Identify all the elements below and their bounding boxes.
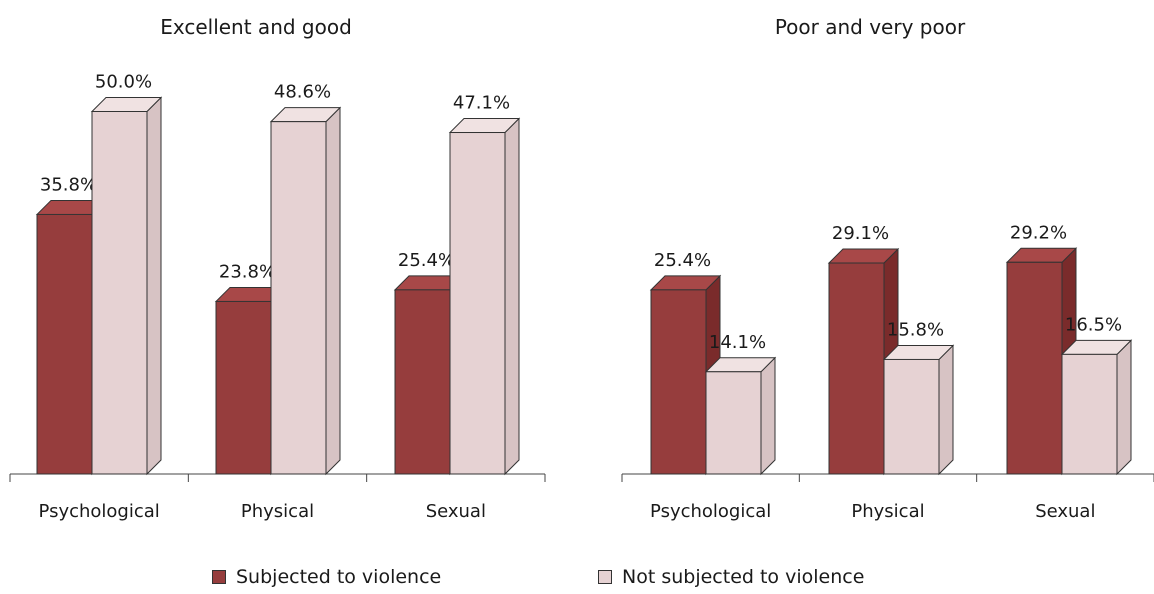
data-label: 47.1%: [453, 93, 510, 114]
bar: [269, 106, 342, 476]
bar-front: [36, 213, 93, 475]
bar-side: [1116, 339, 1132, 476]
legend-label-subjected: Subjected to violence: [236, 566, 442, 588]
bar-front: [650, 289, 707, 475]
bar-front: [883, 358, 940, 475]
bar-front: [91, 111, 148, 475]
legend-swatch-subjected: [212, 570, 226, 584]
legend-swatch-not-subjected: [598, 570, 612, 584]
bar: [704, 356, 777, 476]
chart-panel-2: Poor and very poor 25.4% 14.1% Psychologica…: [621, 15, 1154, 522]
bar-front: [394, 289, 451, 475]
legend-item-not-subjected: Not subjected to violence: [598, 566, 864, 588]
data-label: 29.2%: [1010, 222, 1067, 243]
data-label: 16.5%: [1065, 314, 1122, 335]
chart-title: Poor and very poor: [775, 15, 966, 39]
bar: [882, 344, 955, 476]
bar-side: [760, 356, 776, 476]
legend-item-subjected: Subjected to violence: [212, 566, 441, 588]
bar: [448, 117, 521, 476]
x-tick-label: Sexual: [426, 501, 486, 522]
data-label: 35.8%: [40, 174, 97, 195]
legend-label-not-subjected: Not subjected to violence: [622, 566, 865, 588]
bar-front: [1061, 353, 1118, 475]
bar-front: [270, 121, 327, 475]
data-label: 15.8%: [887, 319, 944, 340]
chart-title: Excellent and good: [160, 15, 352, 39]
data-label: 29.1%: [832, 223, 889, 244]
x-tick-label: Sexual: [1035, 501, 1095, 522]
x-tick-label: Physical: [241, 501, 314, 522]
data-label: 25.4%: [398, 250, 455, 271]
bar: [1060, 339, 1133, 476]
x-tick-label: Psychological: [650, 501, 771, 522]
bar-side: [325, 106, 341, 476]
bar-front: [705, 371, 762, 475]
bar-front: [215, 300, 272, 475]
data-label: 14.1%: [709, 332, 766, 353]
x-tick-label: Physical: [851, 501, 924, 522]
bar-side: [504, 117, 520, 476]
data-label: 50.0%: [95, 72, 152, 93]
chart-panel-1: Excellent and good 35.8% 50.0% Psychologica…: [9, 15, 546, 522]
bar-front: [449, 132, 506, 475]
data-label: 48.6%: [274, 82, 331, 103]
data-label: 25.4%: [654, 250, 711, 271]
x-tick-label: Psychological: [39, 501, 160, 522]
bar-front: [1006, 261, 1063, 475]
data-label: 23.8%: [219, 261, 276, 282]
bar-side: [146, 96, 162, 476]
bar-front: [828, 262, 885, 475]
bar: [90, 96, 163, 476]
bar-side: [938, 344, 954, 476]
